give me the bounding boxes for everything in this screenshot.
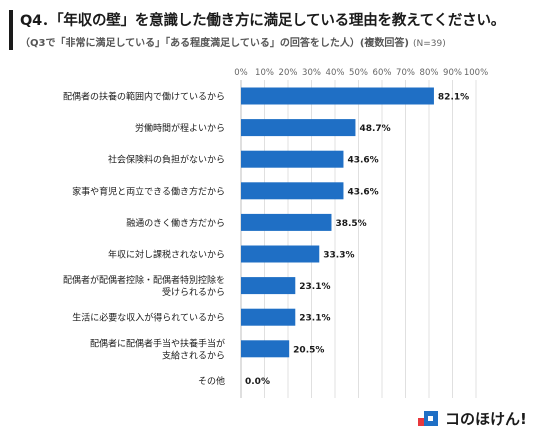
bar <box>241 182 344 200</box>
subtitle-text: （Q3で「非常に満足している」「ある程度満足している」の回答をした人）(複数回答… <box>20 38 409 49</box>
category-label: 年収に対し課税されないから <box>108 249 225 261</box>
sample-size-note: (N=39) <box>413 39 446 49</box>
value-label: 33.3% <box>323 251 354 261</box>
category-label: 労働時間が程よいから <box>135 122 225 134</box>
bar <box>241 340 290 358</box>
bar <box>241 308 296 326</box>
category-label: 融通のきく働き方だから <box>126 217 225 229</box>
logo-text: コのほけん! <box>445 410 527 428</box>
value-label: 82.1% <box>438 93 469 103</box>
x-tick-label: 80% <box>420 68 439 78</box>
category-label: 配偶者が配偶者控除・配偶者特別控除を受けられるから <box>63 274 225 298</box>
category-label: その他 <box>198 375 225 387</box>
x-tick-label: 70% <box>396 68 415 78</box>
page-title: Q4．「年収の壁」を意識した働き方に満足している理由を教えてください。 <box>20 13 506 29</box>
x-axis-ticks: 0% 10% 20% 30% 40% 50% 60% 70% 80% 90% 100% <box>234 68 488 78</box>
x-tick-label: 100% <box>464 68 488 78</box>
x-tick-label: 30% <box>302 68 321 78</box>
logo-mark-icon <box>418 409 440 429</box>
value-label: 48.7% <box>359 124 390 134</box>
category-label: 配偶者に配偶者手当や扶養手当が支給されるから <box>90 337 225 361</box>
category-label: 家事や育児と両立できる働き方だから <box>72 185 225 197</box>
bar <box>241 213 332 231</box>
x-tick-label: 50% <box>349 68 368 78</box>
value-label: 0.0% <box>245 377 270 387</box>
category-label: 配偶者の扶養の範囲内で働けているから <box>63 91 225 103</box>
value-label: 23.1% <box>299 314 330 324</box>
bar <box>241 245 320 263</box>
value-label: 20.5% <box>293 345 324 355</box>
category-label: 社会保険料の負担がないから <box>108 154 225 166</box>
bar <box>241 87 434 105</box>
value-label: 38.5% <box>335 219 366 229</box>
title-accent-bar <box>9 10 13 50</box>
bar <box>241 150 344 168</box>
value-label: 43.6% <box>347 187 378 197</box>
bar <box>241 119 356 137</box>
brand-logo: コのほけん! <box>418 408 527 429</box>
value-labels: 82.1% 48.7% 43.6% 43.6% 38.5% 33.3% 23.1% 23.1%… <box>245 93 469 387</box>
value-label: 43.6% <box>347 156 378 166</box>
x-tick-label: 40% <box>326 68 345 78</box>
category-labels: 配偶者の扶養の範囲内で働けているから労働時間が程よいから社会保険料の負担がないか… <box>63 91 225 387</box>
x-tick-label: 10% <box>255 68 274 78</box>
value-label: 23.1% <box>299 282 330 292</box>
x-tick-label: 20% <box>279 68 298 78</box>
x-tick-label: 0% <box>234 68 248 78</box>
bar <box>241 277 296 295</box>
chart-bars <box>241 87 434 358</box>
category-label: 生活に必要な収入が得られているから <box>72 312 225 324</box>
x-tick-label: 60% <box>373 68 392 78</box>
x-tick-label: 90% <box>443 68 462 78</box>
page-subtitle: （Q3で「非常に満足している」「ある程度満足している」の回答をした人）(複数回答… <box>20 34 446 49</box>
